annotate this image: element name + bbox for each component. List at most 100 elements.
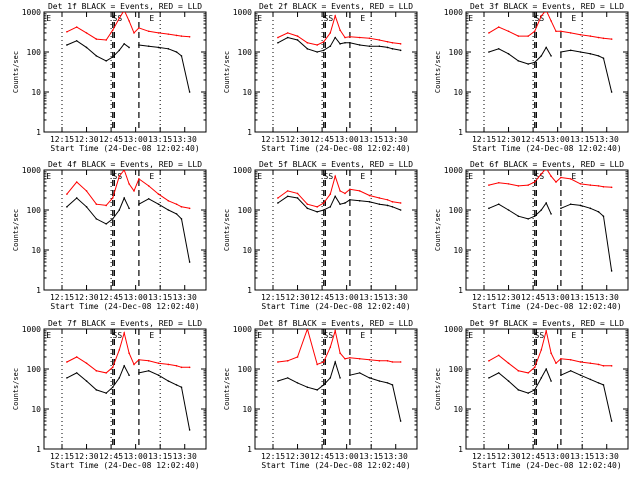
- x-axis-label: Start Time (24-Dec-08 12:02:40): [472, 144, 621, 153]
- state-marker-label: E: [46, 172, 51, 181]
- lld-data-point: [316, 363, 318, 366]
- lld-data-point: [349, 188, 351, 191]
- detector-panel: Det 2f BLACK = Events, RED = LLD E SS E 1 10 1…: [223, 2, 418, 153]
- lld-data-point: [296, 35, 299, 37]
- x-axis-label: Start Time (24-Dec-08 12:02:40): [50, 461, 199, 470]
- state-marker-label: E: [257, 14, 262, 23]
- x-axis-label: Start Time (24-Dec-08 12:02:40): [261, 302, 410, 311]
- events-data-point: [569, 49, 572, 52]
- lld-data-point: [175, 203, 178, 205]
- lld-data-point: [597, 36, 600, 39]
- plot-area: [66, 170, 191, 263]
- x-tick-label: 13:15: [359, 293, 383, 302]
- lld-data-point: [507, 183, 510, 185]
- events-data-point: [349, 41, 351, 44]
- y-tick-label: 10: [453, 246, 463, 255]
- events-data-point: [138, 44, 140, 46]
- x-tick-label: 13:15: [148, 135, 172, 144]
- plot-frame: [254, 328, 418, 450]
- lld-data-point: [560, 176, 562, 179]
- lld-data-point: [180, 206, 183, 208]
- lld-data-point: [527, 184, 529, 186]
- events-data-point: [517, 389, 520, 391]
- events-data-point: [147, 198, 150, 200]
- events-data-point: [180, 386, 183, 389]
- events-data-point: [188, 91, 191, 93]
- events-data-point: [610, 420, 613, 422]
- events-data-point: [322, 209, 325, 211]
- events-data-point: [344, 41, 346, 44]
- x-tick-label: 12:30: [496, 452, 520, 461]
- lld-data-point: [368, 37, 371, 40]
- lld-data-point: [306, 41, 309, 44]
- lld-data-point: [316, 206, 318, 208]
- lld-data-point: [488, 184, 490, 186]
- x-tick-label: 12:30: [496, 293, 520, 302]
- events-data-point: [105, 392, 107, 394]
- state-marker-label: E: [46, 14, 51, 23]
- x-tick-label: 12:30: [285, 452, 309, 461]
- lld-data-point: [157, 193, 160, 195]
- lld-data-point: [550, 352, 552, 354]
- state-marker-label: E: [257, 172, 262, 181]
- events-data-point: [507, 53, 510, 55]
- lld-series-line: [66, 12, 190, 41]
- lld-data-point: [550, 20, 552, 22]
- lld-data-point: [286, 190, 289, 192]
- y-tick-label: 1000: [444, 166, 463, 175]
- events-data-point: [334, 195, 336, 198]
- lld-data-point: [123, 170, 125, 171]
- events-data-point: [95, 389, 98, 391]
- lld-data-point: [180, 366, 183, 369]
- events-data-point: [123, 197, 125, 199]
- y-tick-label: 1000: [22, 325, 41, 334]
- events-data-point: [569, 203, 572, 205]
- y-tick-label: 10: [31, 405, 41, 414]
- y-tick-label: 100: [27, 365, 42, 374]
- events-data-point: [391, 384, 394, 386]
- plot-frame: [465, 328, 629, 450]
- detector-panel: Det 7f BLACK = Events, RED = LLD E SS E 1 10 1…: [12, 319, 207, 470]
- events-data-point: [399, 420, 402, 422]
- detector-panel: Det 8f BLACK = Events, RED = LLD E SS E 1 10 1…: [223, 319, 418, 470]
- events-data-point: [339, 377, 341, 379]
- lld-data-point: [597, 185, 600, 187]
- lld-data-point: [386, 198, 389, 201]
- events-data-point: [334, 36, 336, 39]
- lld-data-point: [368, 358, 371, 361]
- events-data-point: [167, 380, 170, 382]
- state-marker-label: E: [468, 14, 473, 23]
- events-data-point: [386, 204, 389, 207]
- events-data-point: [378, 203, 381, 205]
- y-tick-label: 1000: [444, 8, 463, 17]
- y-tick-label: 1: [247, 128, 252, 137]
- lld-data-point: [322, 202, 325, 204]
- x-tick-label: 13:30: [595, 452, 619, 461]
- plot-frame: [465, 169, 629, 291]
- events-data-point: [180, 218, 183, 220]
- events-data-point: [579, 204, 582, 207]
- x-tick-label: 12:30: [74, 452, 98, 461]
- lld-data-point: [579, 361, 582, 363]
- y-tick-label: 10: [242, 405, 252, 414]
- lld-data-point: [540, 173, 543, 175]
- events-series-line: [66, 196, 191, 263]
- panel-title: Det 1f BLACK = Events, RED = LLD: [48, 2, 202, 11]
- y-axis-label: Counts/sec: [223, 368, 231, 410]
- y-tick-label: 1: [36, 445, 41, 454]
- events-data-point: [527, 63, 529, 65]
- x-tick-label: 13:30: [384, 293, 408, 302]
- events-data-point: [497, 203, 500, 205]
- state-marker-label: SS: [324, 172, 334, 181]
- y-tick-label: 1: [458, 128, 463, 137]
- y-tick-label: 1000: [22, 8, 41, 17]
- x-tick-label: 12:30: [285, 293, 309, 302]
- y-tick-label: 100: [238, 48, 253, 57]
- y-tick-label: 1000: [233, 325, 252, 334]
- events-data-point: [597, 211, 600, 213]
- lld-data-point: [533, 181, 536, 183]
- panel-title: Det 9f BLACK = Events, RED = LLD: [470, 319, 624, 328]
- events-data-point: [180, 55, 183, 57]
- x-tick-label: 13:30: [384, 452, 408, 461]
